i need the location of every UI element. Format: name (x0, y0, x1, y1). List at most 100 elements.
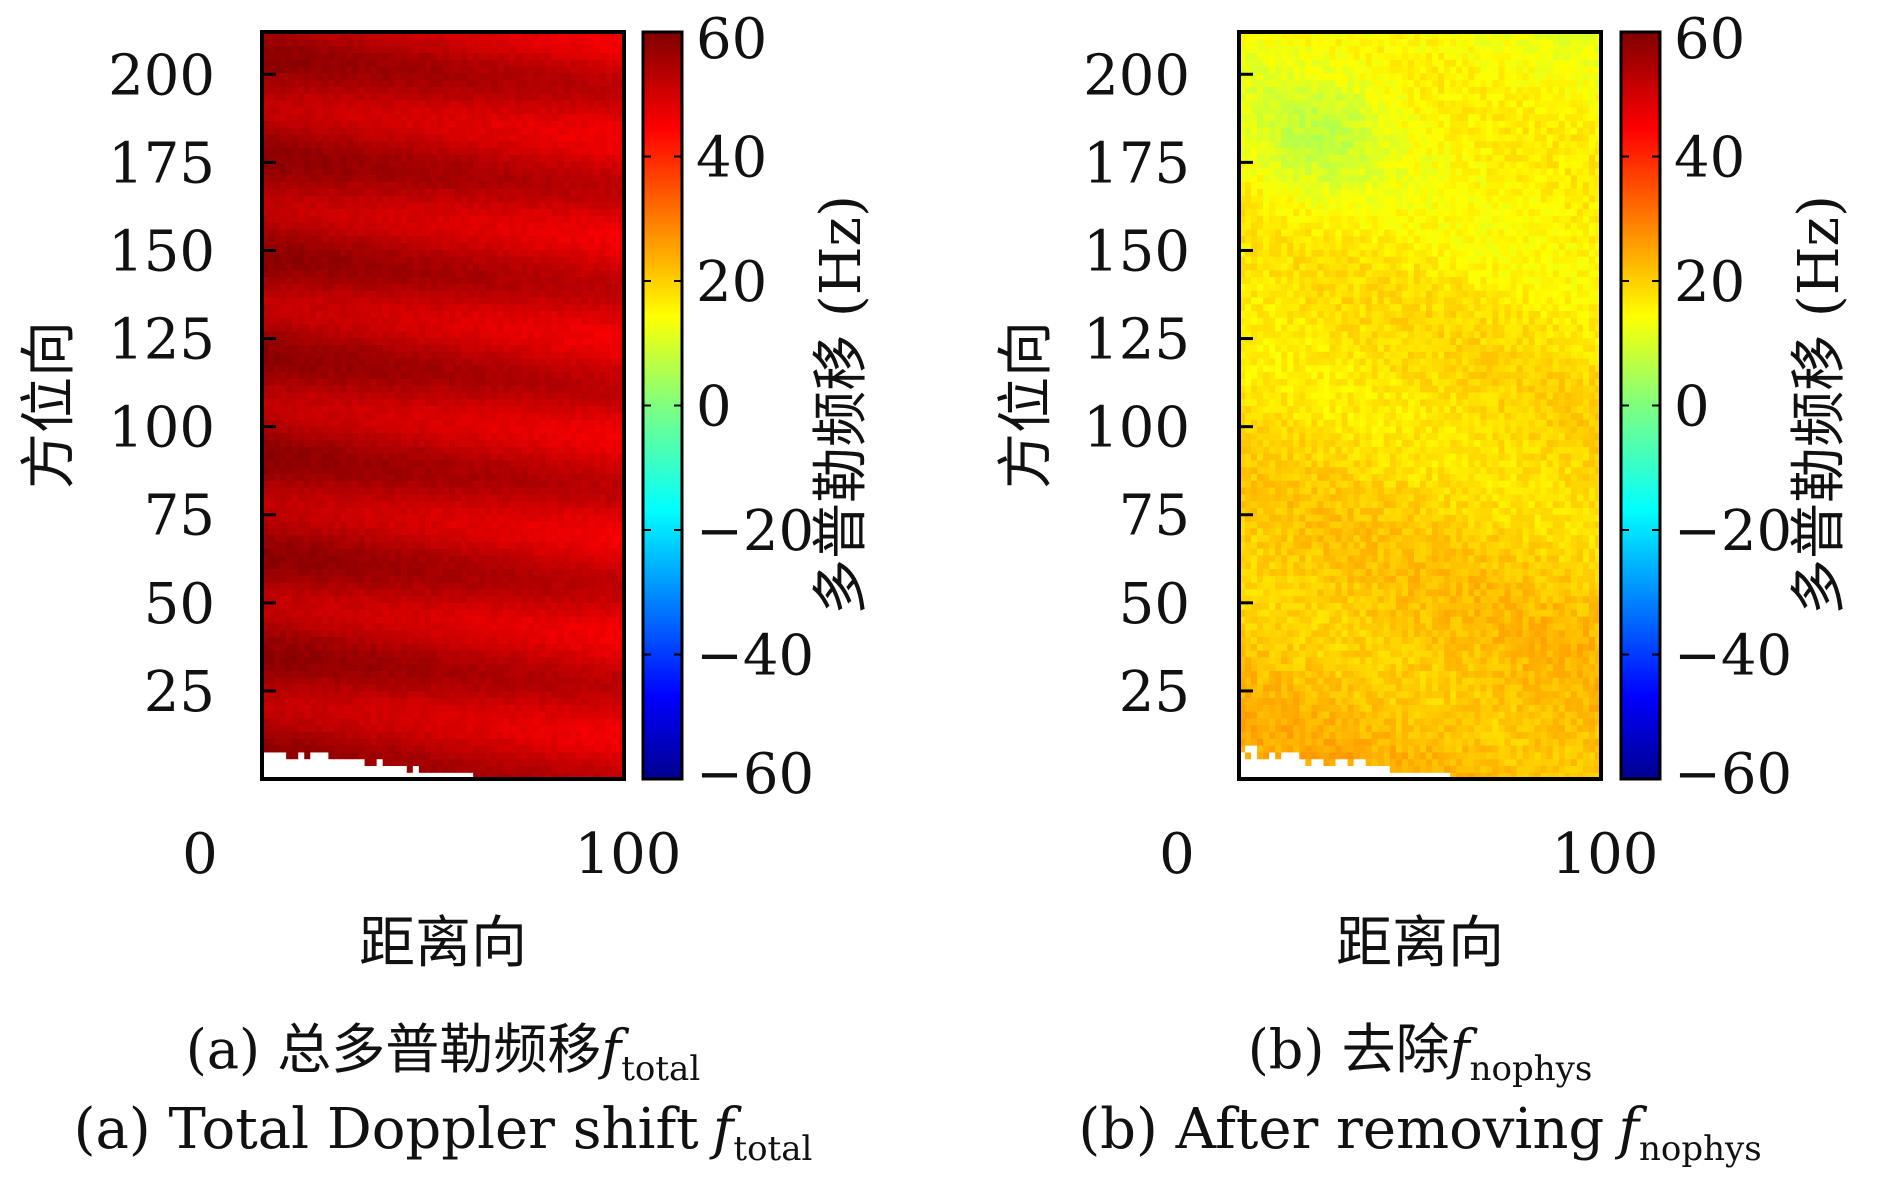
heatmap-cell (364, 636, 372, 644)
heatmap-cell (262, 548, 269, 556)
heatmap-cell (527, 663, 535, 671)
heatmap-cell (352, 738, 360, 746)
heatmap-cell (587, 242, 595, 250)
heatmap-cell (394, 507, 402, 515)
heatmap-cell (304, 656, 311, 665)
heatmap-cell (593, 541, 601, 549)
heatmap-cell (509, 222, 516, 230)
heatmap-cell (274, 683, 281, 692)
heatmap-cell (268, 677, 275, 685)
heatmap-cell (388, 412, 396, 420)
heatmap-cell (340, 758, 348, 767)
heatmap-cell (449, 419, 456, 427)
heatmap-cell (358, 466, 366, 475)
heatmap-cell (479, 324, 486, 332)
heatmap-cell (352, 582, 360, 590)
heatmap-cell (406, 425, 414, 434)
heatmap-cell (400, 575, 408, 583)
heatmap-cell (443, 616, 450, 624)
heatmap-cell (575, 432, 583, 441)
heatmap-cell (364, 235, 372, 244)
heatmap-cell (388, 527, 396, 536)
heatmap-cell (430, 548, 438, 556)
heatmap-cell (376, 575, 384, 583)
heatmap-cell (485, 215, 492, 223)
heatmap-cell (394, 520, 402, 529)
heatmap-cell (521, 256, 529, 264)
heatmap-cell (322, 738, 329, 746)
heatmap-cell (370, 554, 378, 563)
heatmap-cell (503, 459, 510, 468)
heatmap-cell (479, 425, 486, 434)
heatmap-cell (430, 453, 438, 461)
heatmap-cell (539, 758, 547, 767)
heatmap-cell (316, 554, 323, 563)
heatmap-cell (292, 262, 299, 271)
heatmap-cell (424, 371, 432, 379)
heatmap-cell (280, 371, 287, 379)
heatmap-cell (262, 310, 269, 318)
heatmap-cell (436, 269, 444, 278)
heatmap-cell (316, 493, 323, 502)
heatmap-cell (533, 534, 541, 542)
heatmap-cell (430, 357, 438, 366)
heatmap-cell (443, 670, 450, 678)
heatmap-cell (455, 256, 462, 264)
heatmap-cell (497, 575, 504, 583)
heatmap-cell (304, 670, 311, 678)
heatmap-cell (274, 364, 281, 373)
heatmap-cell (436, 317, 444, 325)
heatmap-cell (485, 711, 492, 719)
heatmap-cell (286, 683, 293, 692)
heatmap-cell (521, 649, 529, 658)
heatmap-cell (406, 507, 414, 515)
heatmap-cell (599, 344, 607, 352)
heatmap-cell (509, 391, 516, 400)
heatmap-cell (551, 765, 559, 773)
heatmap-cell (611, 588, 619, 597)
heatmap-cell (593, 629, 601, 637)
heatmap-cell (605, 412, 613, 420)
heatmap-cell (599, 724, 607, 733)
heatmap-cell (587, 405, 595, 413)
heatmap-cell (617, 473, 625, 481)
heatmap-cell (418, 616, 426, 624)
heatmap-cell (473, 439, 480, 447)
heatmap-cell (388, 690, 396, 699)
heatmap-cell (617, 507, 625, 515)
heatmap-cell (424, 337, 432, 345)
heatmap-cell (370, 677, 378, 685)
heatmap-cell (611, 575, 619, 583)
heatmap-cell (418, 548, 426, 556)
heatmap-cell (569, 738, 577, 746)
heatmap-cell (358, 670, 366, 678)
heatmap-cell (449, 520, 456, 529)
heatmap-cell (304, 378, 311, 386)
heatmap-cell (376, 235, 384, 244)
heatmap-cell (461, 500, 468, 508)
heatmap-cell (491, 697, 498, 705)
heatmap-cell (316, 412, 323, 420)
heatmap-cell (322, 514, 329, 522)
heatmap-cell (322, 609, 329, 617)
heatmap-cell (479, 486, 486, 495)
heatmap-cell (449, 554, 456, 563)
heatmap-cell (503, 493, 510, 502)
heatmap-cell (358, 357, 366, 366)
heatmap-cell (268, 208, 275, 216)
heatmap-cell (436, 520, 444, 529)
heatmap-cell (334, 670, 342, 678)
heatmap-cell (575, 378, 583, 386)
heatmap-cell (557, 256, 565, 264)
heatmap-cell (394, 616, 402, 624)
heatmap-cell (298, 582, 305, 590)
heatmap-cell (394, 228, 402, 237)
heatmap-cell (334, 602, 342, 610)
heatmap-cell (551, 357, 559, 366)
heatmap-cell (557, 405, 565, 413)
heatmap-cell (449, 514, 456, 522)
heatmap-cell (334, 262, 342, 271)
heatmap-cell (515, 717, 523, 726)
heatmap-cell (485, 419, 492, 427)
heatmap-cell (593, 616, 601, 624)
